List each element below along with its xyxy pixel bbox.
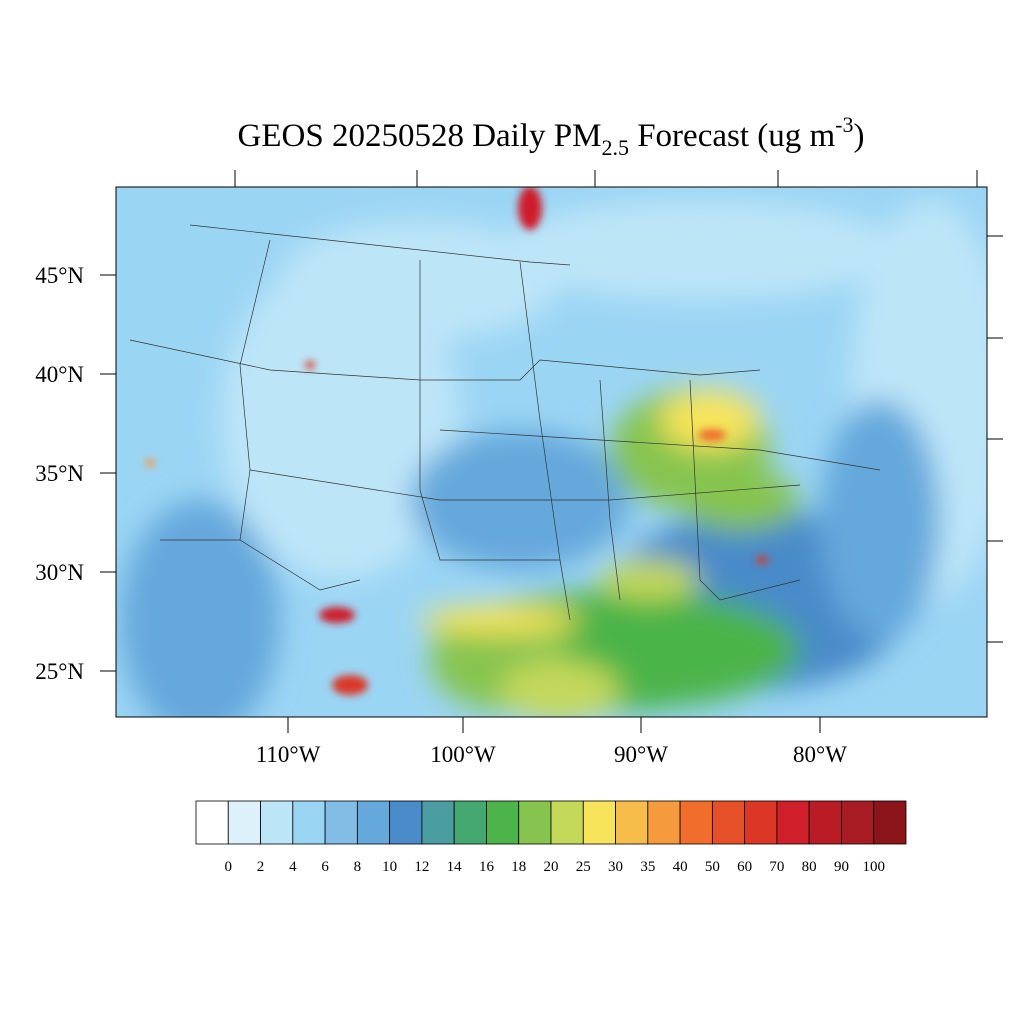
colorbar-label: 10 [382,859,397,875]
colorbar-label: 100 [862,859,885,875]
colorbar-label: 0 [225,859,233,875]
colorbar-box [292,800,326,845]
colorbar-box [550,800,584,845]
map-field [116,187,987,717]
title-superscript: -3 [835,112,853,137]
colorbar-label: 14 [447,859,463,875]
map-ticks [100,170,1003,733]
colorbar-box [711,800,746,845]
colorbar-label: 2 [257,859,265,875]
lat-label: 30°N [35,560,84,585]
colorbar-box [227,800,261,845]
lat-label: 45°N [35,263,84,288]
colorbar-label: 16 [479,859,495,875]
colorbar-label: 60 [737,859,752,875]
colorbar-box [679,800,713,845]
colorbar-box [356,800,391,845]
colorbar-label: 18 [511,859,526,875]
colorbar-label: 20 [544,859,559,875]
colorbar-label: 25 [576,859,591,875]
colorbar-label: 80 [802,859,817,875]
state-lines [129,224,881,621]
colorbar-label: 4 [289,859,297,875]
colorbar-box [582,800,616,845]
lon-label: 110°W [256,742,321,767]
colorbar-label: 8 [354,859,362,875]
colorbar-label: 35 [640,859,655,875]
colorbar-box [841,800,875,845]
colorbar-box [776,800,810,845]
colorbar-box [615,800,649,845]
title-main: GEOS 20250528 Daily PM [238,118,602,154]
colorbar-box [647,800,681,845]
title-subscript: 2.5 [601,135,629,160]
colorbar-box [873,800,907,845]
colorbar-box [486,800,520,845]
colorbar-box [324,800,358,845]
colorbar-box [518,800,552,845]
colorbar-label: 30 [608,859,623,875]
colorbar-box [260,800,294,845]
lon-label: 80°W [793,742,847,767]
colorbar-label: 70 [769,859,784,875]
lat-label: 25°N [35,659,84,684]
colorbar-label: 40 [673,859,688,875]
colorbar-box [421,800,455,845]
title: GEOS 20250528 Daily PM2.5 Forecast (ug m… [238,112,865,160]
colorbar-label: 50 [705,859,720,875]
colorbar-label: 90 [834,859,849,875]
map-frame [115,186,988,718]
lat-label: 40°N [35,362,84,387]
colorbar-box [389,800,423,845]
lon-label: 90°W [614,742,668,767]
colorbar-box [744,800,778,845]
colorbar-box [195,800,229,845]
lat-label: 35°N [35,461,84,486]
colorbar-label: 12 [414,859,429,875]
colorbar-label: 6 [321,859,329,875]
lon-label: 100°W [430,742,496,767]
title-middle: Forecast (ug m [629,118,836,154]
title-end: ) [853,118,864,154]
colorbar-box [808,800,842,845]
colorbar-box [453,800,487,845]
